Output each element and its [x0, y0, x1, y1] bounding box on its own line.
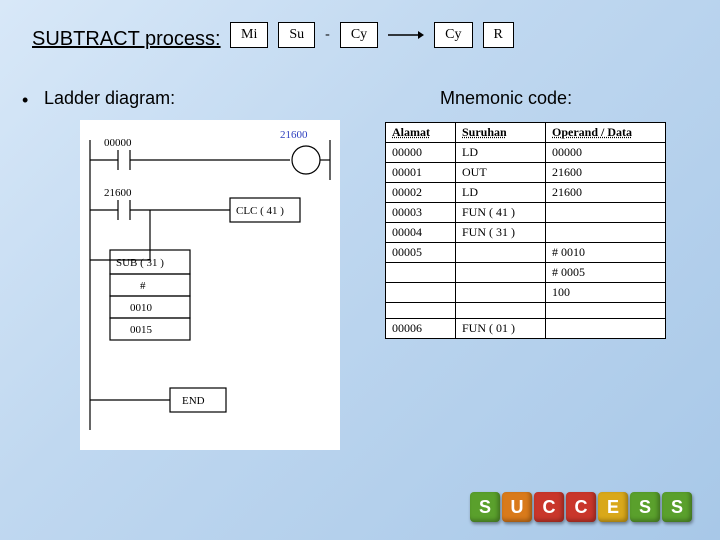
rung2-contact-label: 21600: [104, 187, 132, 199]
table-cell: OUT: [456, 163, 546, 183]
table-cell: 100: [546, 283, 666, 303]
table-cell: 00006: [386, 319, 456, 339]
table-row: # 0005: [386, 263, 666, 283]
table-row: [386, 303, 666, 319]
table-cell: 21600: [546, 163, 666, 183]
eq-box-mi: Mi: [230, 22, 268, 48]
eq-box-r: R: [483, 22, 514, 48]
table-cell: 00001: [386, 163, 456, 183]
table-cell: [546, 203, 666, 223]
success-block: E: [598, 492, 628, 522]
v1-label: 0010: [130, 302, 153, 314]
equation-row: Mi Su - Cy Cy R: [230, 22, 514, 48]
mnemonic-heading: Mnemonic code:: [440, 88, 572, 109]
coil-label: 21600: [280, 129, 308, 141]
table-cell: [546, 319, 666, 339]
table-cell: # 0010: [546, 243, 666, 263]
table-cell: # 0005: [546, 263, 666, 283]
sub-label: SUB ( 31 ): [116, 257, 164, 269]
table-cell: [456, 263, 546, 283]
mnemonic-table: Alamat Suruhan Operand / Data 00000LD000…: [385, 122, 666, 339]
success-block: S: [470, 492, 500, 522]
clc-label: CLC ( 41 ): [236, 205, 284, 217]
table-cell: LD: [456, 183, 546, 203]
eq-box-cy1: Cy: [340, 22, 378, 48]
table-cell: [386, 263, 456, 283]
bullet-icon: •: [22, 90, 28, 111]
table-cell: FUN ( 31 ): [456, 223, 546, 243]
table-cell: 00000: [546, 143, 666, 163]
table-cell: [456, 243, 546, 263]
table-cell: LD: [456, 143, 546, 163]
table-cell: [546, 303, 666, 319]
success-block: C: [534, 492, 564, 522]
eq-box-su: Su: [278, 22, 315, 48]
end-label: END: [182, 395, 205, 407]
eq-box-cy2: Cy: [434, 22, 472, 48]
success-blocks: SUCCESS: [470, 492, 692, 522]
table-row: 00003FUN ( 41 ): [386, 203, 666, 223]
table-cell: 00002: [386, 183, 456, 203]
success-block: C: [566, 492, 596, 522]
success-block: U: [502, 492, 532, 522]
page-title: SUBTRACT process:: [32, 28, 221, 51]
success-block: S: [662, 492, 692, 522]
ladder-heading: Ladder diagram:: [44, 88, 175, 109]
table-row: 00004FUN ( 31 ): [386, 223, 666, 243]
arrow-icon: [388, 29, 424, 41]
table-cell: FUN ( 41 ): [456, 203, 546, 223]
col-alamat: Alamat: [386, 123, 456, 143]
table-cell: [456, 283, 546, 303]
hash-label: #: [140, 280, 146, 292]
table-cell: 00003: [386, 203, 456, 223]
ladder-diagram: 00000 21600 CLC ( 41 ) 21600 SUB ( 31 ) …: [80, 120, 340, 450]
success-block: S: [630, 492, 660, 522]
table-cell: [456, 303, 546, 319]
table-row: 00006FUN ( 01 ): [386, 319, 666, 339]
table-cell: 00005: [386, 243, 456, 263]
minus-op: -: [325, 27, 330, 43]
rung1-contact-label: 00000: [104, 137, 132, 149]
table-cell: [386, 303, 456, 319]
table-row: 00002LD21600: [386, 183, 666, 203]
col-operand: Operand / Data: [546, 123, 666, 143]
table-cell: [386, 283, 456, 303]
table-cell: FUN ( 01 ): [456, 319, 546, 339]
table-cell: [546, 223, 666, 243]
table-row: 00000LD00000: [386, 143, 666, 163]
table-cell: 00004: [386, 223, 456, 243]
table-header-row: Alamat Suruhan Operand / Data: [386, 123, 666, 143]
col-suruhan: Suruhan: [456, 123, 546, 143]
table-cell: 21600: [546, 183, 666, 203]
table-cell: 00000: [386, 143, 456, 163]
v2-label: 0015: [130, 324, 153, 336]
table-row: 00005 # 0010: [386, 243, 666, 263]
table-row: 100: [386, 283, 666, 303]
table-row: 00001OUT21600: [386, 163, 666, 183]
